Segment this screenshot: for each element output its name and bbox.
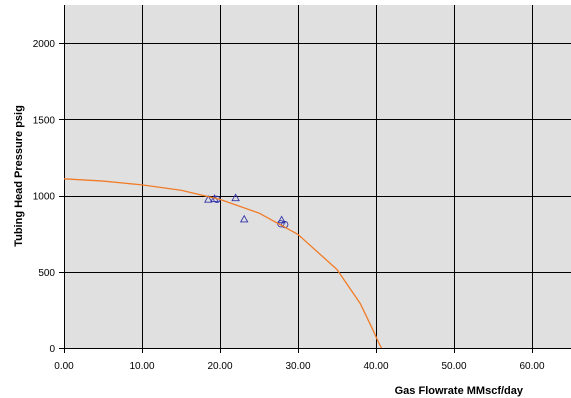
x-tick-label: 60.00 [519,361,544,372]
y-tick-label: 0 [49,344,55,355]
x-tick-label: 30.00 [285,361,310,372]
y-tick-label: 500 [38,268,55,279]
y-axis-ticks: 0 500 1000 1500 2000 [33,39,56,355]
triangle-marker [231,193,240,202]
y-tick-label: 1000 [33,192,56,203]
curve-line [63,178,383,349]
data-series [63,178,383,349]
y-axis-label: Tubing Head Pressure psig [13,105,25,247]
x-tick-label: 20.00 [207,361,232,372]
x-tick-label: 50.00 [441,361,466,372]
y-tick-label: 2000 [33,39,56,50]
x-axis-ticks: 0.00 10.00 20.00 30.00 40.00 50.00 60.00 [54,361,545,372]
y-tick-label: 1500 [33,115,56,126]
x-tick-label: 10.00 [129,361,154,372]
triangle-marker [204,194,213,203]
x-axis-label: Gas Flowrate MMscf/day [395,385,524,397]
x-tick-label: 40.00 [363,361,388,372]
triangle-marker [239,214,249,223]
x-tick-label: 0.00 [54,361,74,372]
plot-area [64,5,571,348]
